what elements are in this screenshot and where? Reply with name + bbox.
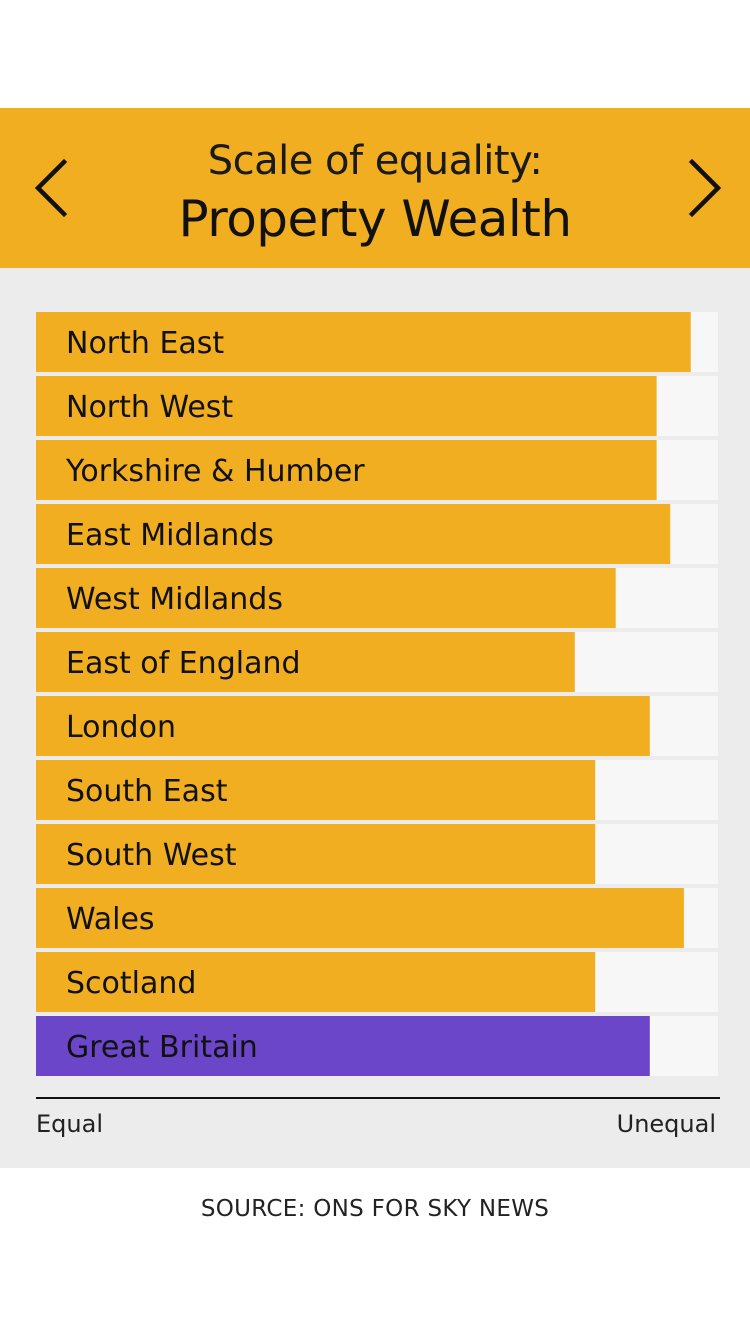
chevron-right-icon bbox=[688, 158, 722, 218]
bar-south-west bbox=[36, 824, 596, 884]
bar-north-east bbox=[36, 312, 691, 372]
next-button[interactable] bbox=[680, 156, 730, 220]
chart-panel: North East North West Yorkshire & Humber Ea… bbox=[0, 268, 750, 1168]
previous-button[interactable] bbox=[28, 156, 78, 220]
bar-east-of-england bbox=[36, 632, 575, 692]
bar-label: London bbox=[66, 710, 176, 745]
bar-west-midlands bbox=[36, 568, 616, 628]
bar-london bbox=[36, 696, 650, 756]
bar-label: Yorkshire & Humber bbox=[65, 454, 365, 489]
bar-label: North East bbox=[66, 326, 224, 361]
chart-title-line1: Scale of equality: bbox=[207, 138, 543, 184]
bar-label: East of England bbox=[66, 646, 301, 681]
bar-label: Wales bbox=[66, 902, 155, 937]
bar-wales bbox=[36, 888, 684, 948]
bar-label: East Midlands bbox=[66, 518, 274, 553]
bar-yorkshire-humber bbox=[36, 440, 657, 500]
bar-scotland bbox=[36, 952, 596, 1012]
bar-label: West Midlands bbox=[66, 582, 283, 617]
bar-label: South West bbox=[66, 838, 237, 873]
axis-label-unequal: Unequal bbox=[616, 1110, 716, 1138]
bar-south-east bbox=[36, 760, 596, 820]
chart-header: Scale of equality: Property Wealth bbox=[0, 108, 750, 268]
bar-chart: North East North West Yorkshire & Humber Ea… bbox=[36, 312, 720, 1099]
source-note: SOURCE: ONS FOR SKY NEWS bbox=[200, 1196, 550, 1222]
axis-label-equal: Equal bbox=[36, 1110, 103, 1138]
bar-label: South East bbox=[66, 774, 228, 809]
chart-title-line2: Property Wealth bbox=[178, 190, 572, 248]
bar-label: North West bbox=[66, 390, 233, 425]
bar-east-midlands bbox=[36, 504, 671, 564]
chevron-left-icon bbox=[34, 158, 68, 218]
bar-north-west bbox=[36, 376, 657, 436]
bar-label: Scotland bbox=[66, 966, 196, 1001]
bar-great-britain bbox=[36, 1016, 650, 1076]
bar-label: Great Britain bbox=[66, 1030, 258, 1065]
